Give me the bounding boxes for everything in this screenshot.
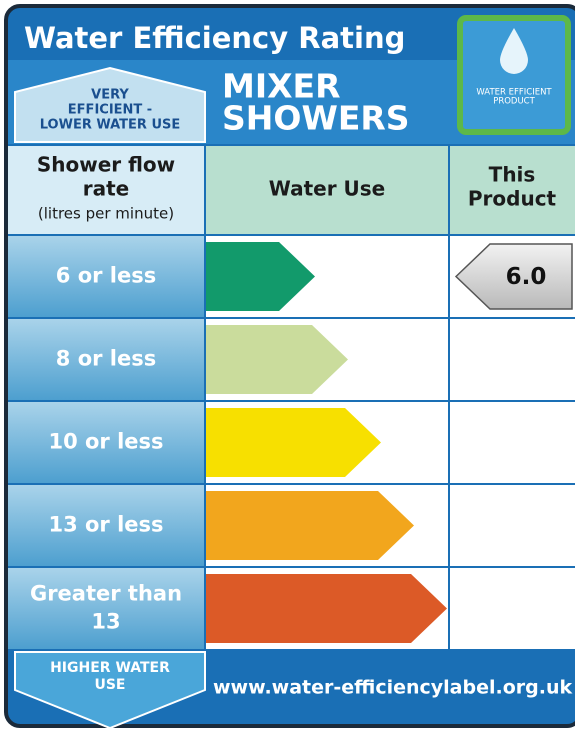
badge bbox=[457, 15, 571, 135]
title: Water Efficiency Rating bbox=[24, 21, 405, 55]
bottom-arrow-text: HIGHER WATER bbox=[50, 660, 170, 676]
top-arrow bbox=[14, 66, 206, 143]
rating-arrow bbox=[206, 491, 414, 560]
header-text: rate bbox=[83, 177, 129, 201]
product-cell bbox=[450, 485, 575, 566]
top-arrow-text: LOWER WATER USE bbox=[40, 118, 181, 133]
url: www.water-efficiencylabel.org.uk bbox=[213, 677, 572, 699]
header-flow bbox=[8, 146, 204, 234]
product-cell bbox=[450, 402, 575, 483]
rating-arrow bbox=[206, 325, 348, 394]
flow-label: Greater than bbox=[30, 582, 182, 606]
header-text: Water Use bbox=[269, 177, 386, 201]
flow-cell bbox=[8, 568, 204, 649]
flow-label: 13 or less bbox=[48, 513, 163, 537]
flow-cell bbox=[8, 402, 204, 483]
flow-label: 13 bbox=[91, 610, 120, 634]
badge-text: WATER EFFICIENT bbox=[476, 88, 552, 98]
header-text: Shower flow bbox=[37, 153, 175, 177]
header-use bbox=[206, 146, 448, 234]
flow-cell bbox=[8, 236, 204, 317]
header-product bbox=[450, 146, 575, 234]
flow-label: 10 or less bbox=[48, 430, 163, 454]
rating-arrow bbox=[206, 408, 381, 477]
badge-drop bbox=[500, 28, 528, 74]
product-arrow bbox=[454, 243, 573, 310]
rating-arrow bbox=[206, 574, 447, 643]
top-arrow-text: VERY bbox=[91, 88, 129, 103]
flow-label: 6 or less bbox=[56, 264, 156, 288]
flow-cell bbox=[8, 319, 204, 400]
header-text: (litres per minute) bbox=[38, 205, 174, 223]
top-arrow-text: EFFICIENT - bbox=[68, 103, 152, 118]
rating-arrow bbox=[206, 242, 315, 311]
product-cell bbox=[450, 568, 575, 649]
badge-text: PRODUCT bbox=[493, 97, 535, 107]
bottom-arrow-text: USE bbox=[94, 677, 125, 693]
header-text: Product bbox=[468, 187, 557, 211]
flow-label: 8 or less bbox=[56, 347, 156, 371]
product-type: SHOWERS bbox=[222, 99, 410, 138]
flow-cell bbox=[8, 485, 204, 566]
product-value: 6.0 bbox=[506, 264, 547, 290]
product-cell bbox=[450, 319, 575, 400]
header-text: This bbox=[489, 163, 536, 187]
bottom-arrow bbox=[14, 651, 206, 730]
product-type: MIXER bbox=[222, 67, 341, 106]
